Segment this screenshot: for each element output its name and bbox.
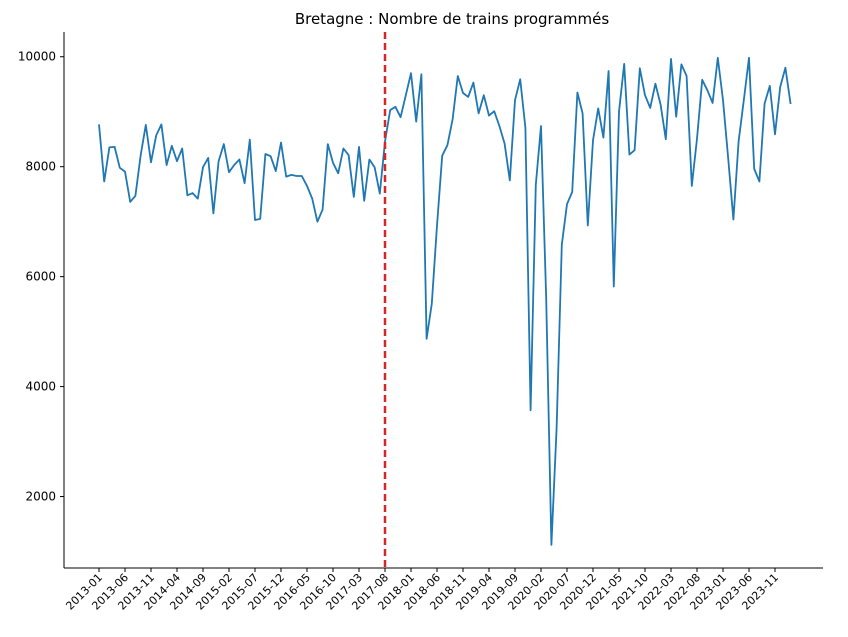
y-axis: 2000 4000 6000 8000 10000 xyxy=(18,32,65,568)
chart-title: Bretagne : Nombre de trains programmés xyxy=(295,10,610,28)
x-axis: 2013-012013-062013-112014-042014-092015-… xyxy=(63,567,823,613)
series-line xyxy=(98,56,792,546)
y-tick-label: 8000 xyxy=(25,160,56,174)
y-tick-label: 10000 xyxy=(18,50,56,64)
plot-area xyxy=(98,32,792,568)
y-tick-label: 6000 xyxy=(25,270,56,284)
y-tick-label: 4000 xyxy=(25,380,56,394)
y-tick-label: 2000 xyxy=(25,490,56,504)
